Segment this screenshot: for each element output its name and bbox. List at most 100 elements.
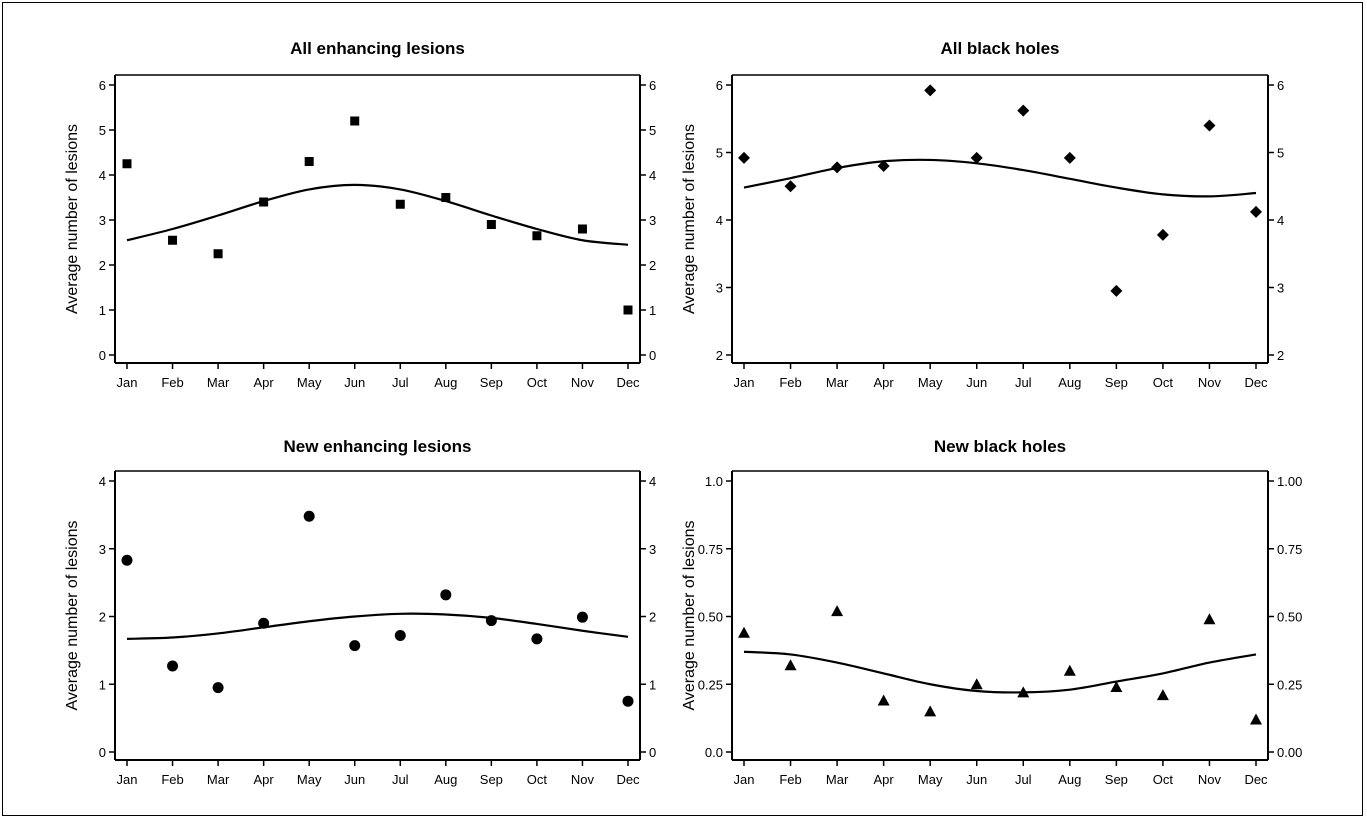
data-point-circle — [485, 615, 497, 627]
data-point-circle — [622, 695, 634, 707]
chart-title: All enhancing lesions — [290, 39, 465, 58]
y-tick-label-right: 6 — [649, 78, 656, 93]
x-tick-label: Aug — [1058, 772, 1081, 787]
x-tick-label: May — [297, 772, 322, 787]
x-tick-label: Nov — [571, 772, 595, 787]
y-tick-label-right: 2 — [649, 610, 656, 625]
data-point-triangle — [1017, 686, 1030, 698]
x-tick-label: Jun — [344, 772, 365, 787]
data-point-triangle — [970, 678, 983, 690]
data-point-circle — [121, 554, 133, 566]
y-axis-label: Average number of lesions — [681, 124, 698, 314]
data-point-diamond — [1156, 228, 1169, 241]
x-tick-label: Jul — [392, 772, 409, 787]
chart-title: All black holes — [940, 39, 1059, 58]
y-tick-label-left: 2 — [716, 348, 723, 363]
data-point-square — [122, 159, 132, 169]
x-tick-label: Mar — [207, 375, 230, 390]
y-tick-label-right: 0 — [649, 745, 656, 760]
y-tick-label-left: 3 — [716, 281, 723, 296]
data-point-circle — [303, 510, 315, 522]
data-point-square — [577, 224, 587, 234]
x-tick-label: Sep — [1105, 772, 1128, 787]
x-tick-label: Feb — [779, 375, 801, 390]
x-tick-label: Dec — [616, 772, 640, 787]
y-tick-label-left: 1 — [99, 677, 106, 692]
y-tick-label-left: 2 — [99, 610, 106, 625]
data-point-square — [395, 199, 405, 209]
x-tick-label: Feb — [161, 375, 183, 390]
data-point-diamond — [1110, 284, 1123, 297]
data-point-square — [259, 197, 269, 207]
x-tick-label: Oct — [527, 375, 548, 390]
x-tick-label: Mar — [826, 375, 849, 390]
y-axis-label: Average number of lesions — [64, 520, 81, 710]
data-point-diamond — [970, 151, 983, 164]
chart-panel-2: All black holes 2 2 3 3 4 4 5 5 6 6 Jan Feb Mar Apr May… — [681, 39, 1284, 390]
y-tick-label-left: 0.50 — [698, 610, 723, 625]
x-tick-label: Mar — [207, 772, 230, 787]
data-point-square — [532, 231, 542, 241]
x-tick-label: Dec — [1244, 772, 1268, 787]
data-point-circle — [531, 633, 543, 645]
y-tick-label-right: 6 — [1277, 78, 1284, 93]
x-tick-label: Mar — [826, 772, 849, 787]
y-axis-label: Average number of lesions — [681, 520, 698, 710]
fitted-curve — [743, 158, 1257, 198]
y-tick-label-left: 6 — [99, 78, 106, 93]
data-point-triangle — [877, 694, 890, 706]
data-point-square — [350, 116, 360, 126]
data-point-square — [168, 235, 178, 245]
y-tick-label-left: 5 — [716, 146, 723, 161]
x-tick-label: Feb — [779, 772, 801, 787]
x-tick-label: Dec — [616, 375, 640, 390]
data-point-square — [441, 193, 451, 202]
data-point-circle — [576, 611, 588, 623]
data-point-square — [623, 305, 633, 315]
x-tick-label: Nov — [571, 375, 595, 390]
x-tick-label: May — [297, 375, 322, 390]
x-tick-label: Oct — [527, 772, 548, 787]
y-tick-label-left: 0 — [99, 745, 106, 760]
data-point-triangle — [1156, 689, 1169, 701]
data-point-circle — [258, 617, 270, 629]
x-tick-label: Sep — [480, 375, 503, 390]
x-tick-label: Sep — [1105, 375, 1128, 390]
data-point-triangle — [1250, 713, 1262, 725]
data-point-square — [304, 157, 314, 166]
chart-panel-1: All enhancing lesions 0 0 1 1 2 2 3 3 4 4 5 5 6 6 Jan Fe… — [64, 39, 656, 390]
chart-title: New black holes — [934, 437, 1066, 456]
data-point-triangle — [924, 705, 937, 717]
y-tick-label-left: 4 — [99, 168, 106, 183]
data-point-square — [486, 220, 496, 229]
data-point-diamond — [831, 161, 844, 174]
x-tick-label: Apr — [254, 375, 275, 390]
x-tick-label: Oct — [1153, 772, 1174, 787]
y-tick-label-right: 3 — [649, 213, 656, 228]
chart-panel-4: New black holes 0.0 0.00 0.25 0.25 0.50 0.50 0.… — [681, 437, 1302, 787]
x-tick-label: Nov — [1198, 772, 1222, 787]
y-tick-label-right: 0.25 — [1277, 677, 1302, 692]
x-tick-label: May — [918, 375, 943, 390]
chart-title: New enhancing lesions — [284, 437, 472, 456]
data-point-diamond — [924, 84, 937, 97]
data-point-diamond — [877, 160, 890, 172]
x-tick-label: Jan — [117, 772, 138, 787]
x-tick-label: Jul — [392, 375, 409, 390]
y-tick-label-right: 0.50 — [1277, 610, 1302, 625]
y-tick-label-right: 5 — [649, 123, 656, 138]
data-point-diamond — [1017, 104, 1030, 117]
y-tick-label-right: 1.00 — [1277, 474, 1302, 489]
data-point-circle — [394, 629, 406, 641]
y-tick-label-left: 0.0 — [705, 745, 723, 760]
y-tick-label-right: 0 — [649, 348, 656, 363]
data-point-triangle — [738, 626, 750, 638]
y-tick-label-left: 4 — [716, 213, 723, 228]
data-point-triangle — [784, 659, 797, 671]
data-point-triangle — [1110, 680, 1123, 692]
x-tick-label: Jan — [734, 772, 755, 787]
data-point-circle — [349, 640, 361, 652]
y-tick-label-left: 0.25 — [698, 677, 723, 692]
